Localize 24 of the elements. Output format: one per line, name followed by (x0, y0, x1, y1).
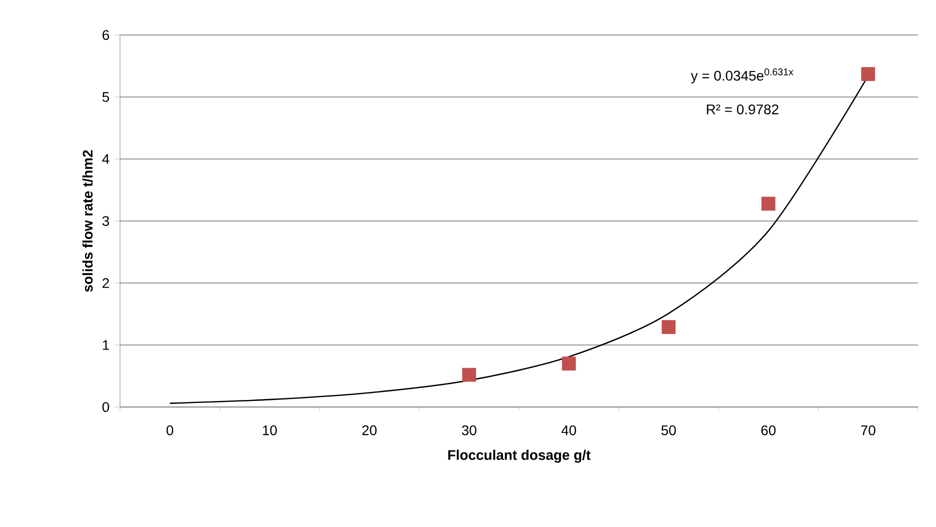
x-tick-label: 20 (362, 425, 377, 436)
y-tick-label: 4 (102, 154, 110, 164)
y-tick-label: 2 (102, 278, 109, 288)
x-tick-label: 10 (262, 425, 277, 436)
annotation: R² = 0.9782 (706, 104, 778, 114)
point (662, 320, 676, 334)
x-tick-label: 60 (761, 425, 776, 436)
x-tick-label: 30 (462, 425, 476, 436)
y-tick-label: 6 (102, 30, 110, 40)
y-tick-label: 0 (102, 402, 110, 412)
x-axis-title: Flocculant dosage g/t (448, 450, 591, 463)
y-tick-label: 5 (102, 92, 110, 102)
x-tick-label: 0 (166, 425, 174, 436)
y-tick-label: 1 (102, 340, 109, 350)
point (861, 67, 876, 81)
x-tick-label: 70 (861, 425, 876, 436)
annotation: y = 0.0345e$^{0.631x}$ (690, 68, 794, 84)
point (462, 368, 476, 382)
x-tick-label: 50 (661, 425, 676, 436)
point (761, 196, 776, 211)
x-tick-label: 40 (561, 425, 576, 436)
y-axis-title: solids flow rate t/hm2 (82, 150, 93, 292)
y-tick-label: 3 (102, 216, 110, 226)
point (562, 356, 576, 371)
